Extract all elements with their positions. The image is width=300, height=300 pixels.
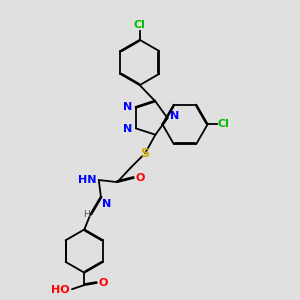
Text: HN: HN [78, 175, 96, 185]
Text: N: N [102, 199, 111, 208]
Text: N: N [170, 111, 179, 121]
Text: N: N [124, 124, 133, 134]
Text: S: S [141, 147, 150, 160]
Text: O: O [136, 173, 145, 183]
Text: O: O [99, 278, 108, 288]
Text: Cl: Cl [218, 119, 230, 129]
Text: Cl: Cl [134, 20, 146, 29]
Text: N: N [124, 102, 133, 112]
Text: H: H [83, 209, 89, 218]
Text: HO: HO [51, 285, 70, 295]
